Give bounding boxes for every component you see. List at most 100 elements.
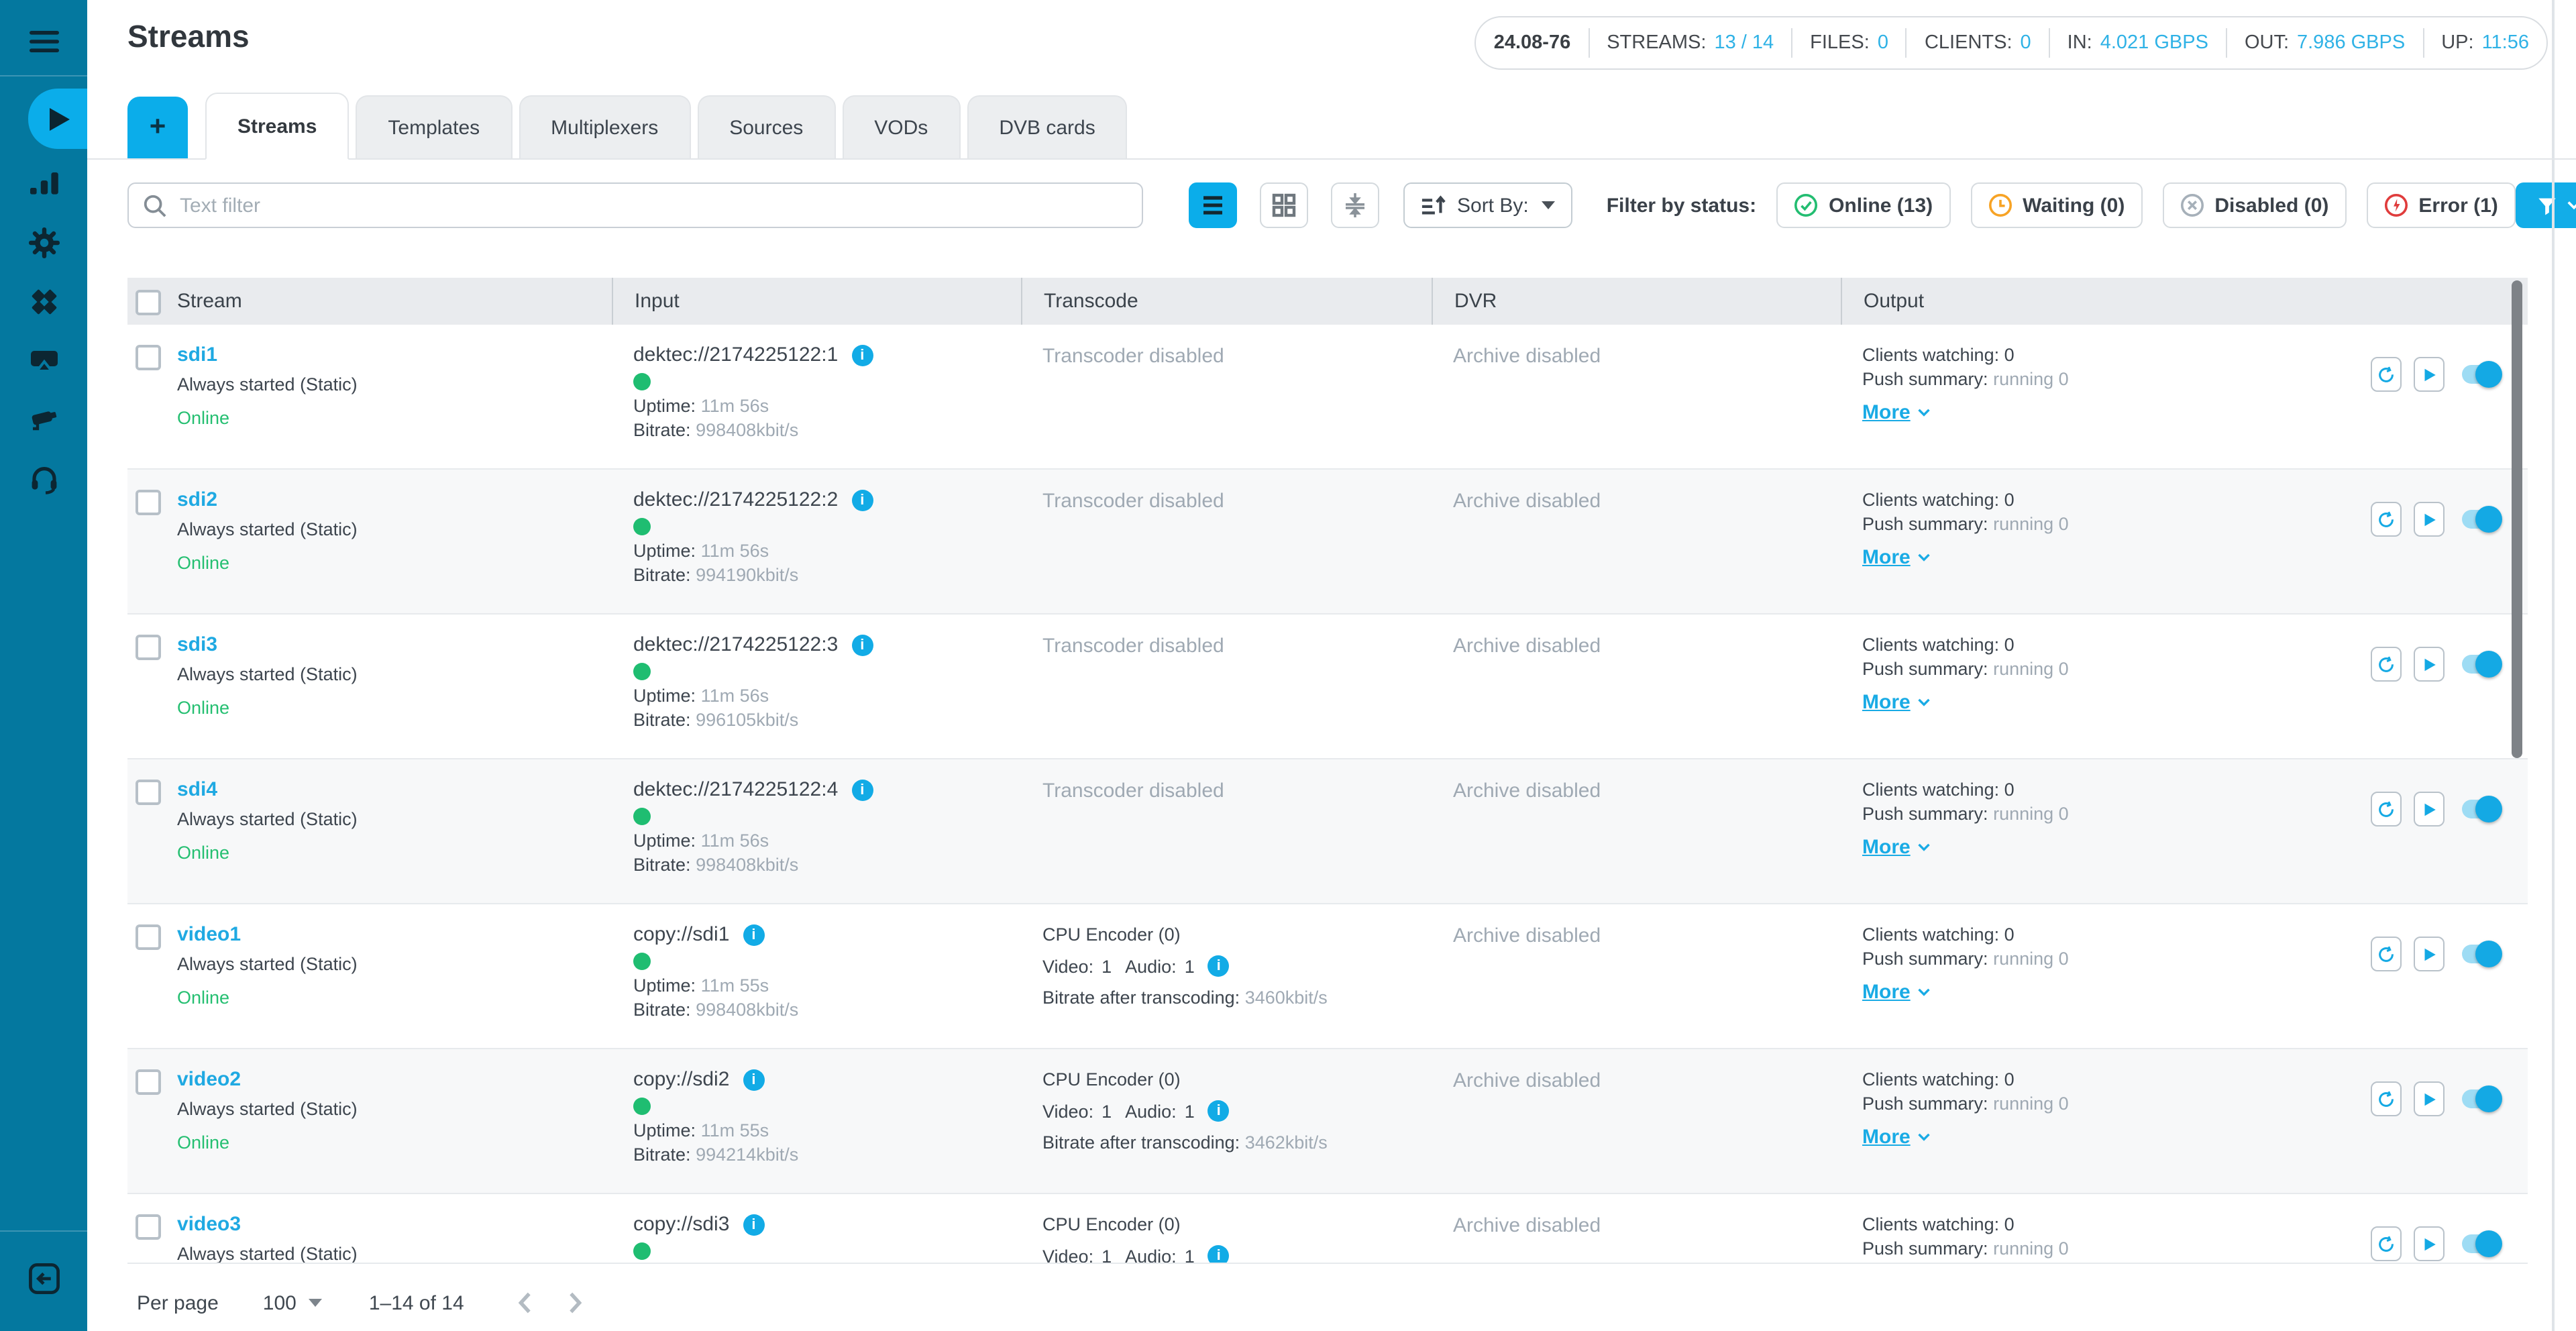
camera-icon <box>31 411 56 431</box>
sidebar-item-support[interactable] <box>0 463 87 495</box>
server-stats-bar: 24.08-76 STREAMS: 13 / 14 FILES: 0 CLIEN… <box>1474 16 2548 70</box>
advanced-filter-button[interactable] <box>2515 182 2576 228</box>
sidebar-item-mosaics[interactable] <box>0 286 87 318</box>
more-link[interactable]: More <box>1862 691 1911 714</box>
menu-toggle-button[interactable] <box>0 0 87 54</box>
list-view-icon <box>1203 196 1222 215</box>
row-checkbox[interactable] <box>136 924 161 950</box>
filter-waiting-button[interactable]: Waiting (0) <box>1970 182 2143 228</box>
stream-name-link[interactable]: sdi3 <box>177 633 218 656</box>
next-page-button[interactable] <box>566 1291 585 1315</box>
filter-online-button[interactable]: Online (13) <box>1776 182 1951 228</box>
sidebar-item-streams[interactable] <box>28 89 87 149</box>
more-link[interactable]: More <box>1862 401 1911 424</box>
chevron-down-icon <box>1918 553 1930 562</box>
stream-name-link[interactable]: video3 <box>177 1213 241 1236</box>
stream-enabled-toggle[interactable] <box>2462 941 2502 967</box>
play-stream-button[interactable] <box>2414 1226 2445 1261</box>
chevron-down-icon <box>1918 698 1930 706</box>
stream-name-link[interactable]: sdi4 <box>177 778 218 801</box>
info-icon[interactable]: i <box>851 489 873 511</box>
tab-streams[interactable]: Streams <box>205 93 350 160</box>
info-icon[interactable]: i <box>743 1214 765 1235</box>
row-checkbox[interactable] <box>136 635 161 660</box>
sidebar-item-tv[interactable] <box>0 345 87 377</box>
dvr-status: Archive disabled <box>1453 924 1601 947</box>
previous-page-button[interactable] <box>515 1291 534 1315</box>
stream-name-link[interactable]: sdi1 <box>177 343 218 366</box>
filter-disabled-button[interactable]: Disabled (0) <box>2162 182 2347 228</box>
restart-stream-button[interactable] <box>2371 792 2402 827</box>
bolt-circle-icon <box>2384 193 2408 217</box>
play-stream-button[interactable] <box>2414 502 2445 537</box>
stream-enabled-toggle[interactable] <box>2462 1230 2502 1257</box>
restart-stream-button[interactable] <box>2371 1226 2402 1261</box>
stream-name-link[interactable]: video1 <box>177 923 241 946</box>
per-page-select[interactable]: 100 <box>263 1291 322 1314</box>
input-health-dot <box>633 808 651 825</box>
play-icon <box>2424 947 2436 961</box>
more-link[interactable]: More <box>1862 1126 1911 1149</box>
list-view-button[interactable] <box>1189 182 1237 228</box>
tab-multiplexers[interactable]: Multiplexers <box>519 95 691 158</box>
more-link[interactable]: More <box>1862 836 1911 859</box>
stream-schedule: Always started (Static) <box>177 809 358 829</box>
restart-stream-button[interactable] <box>2371 502 2402 537</box>
chevron-down-icon <box>1542 201 1556 209</box>
info-icon[interactable]: i <box>851 344 873 366</box>
stream-name-link[interactable]: video2 <box>177 1068 241 1091</box>
tab-sources[interactable]: Sources <box>697 95 836 158</box>
row-checkbox[interactable] <box>136 490 161 515</box>
restart-stream-button[interactable] <box>2371 357 2402 392</box>
add-stream-tab-button[interactable]: + <box>127 97 188 158</box>
row-checkbox[interactable] <box>136 1214 161 1240</box>
info-icon[interactable]: i <box>1208 955 1230 977</box>
table-scrollbar-thumb[interactable] <box>2512 280 2522 758</box>
search-input[interactable] <box>127 182 1143 228</box>
stream-name-link[interactable]: sdi2 <box>177 488 218 511</box>
filter-error-button[interactable]: Error (1) <box>2366 182 2516 228</box>
play-stream-button[interactable] <box>2414 937 2445 971</box>
info-icon[interactable]: i <box>851 779 873 800</box>
info-icon[interactable]: i <box>851 634 873 655</box>
screen-cast-icon <box>30 351 57 372</box>
sidebar-item-statistics[interactable] <box>0 168 87 200</box>
restart-stream-button[interactable] <box>2371 647 2402 682</box>
restart-stream-button[interactable] <box>2371 1081 2402 1116</box>
more-link[interactable]: More <box>1862 981 1911 1004</box>
info-icon[interactable]: i <box>743 924 765 945</box>
info-icon[interactable]: i <box>1208 1245 1230 1263</box>
row-checkbox[interactable] <box>136 345 161 370</box>
stream-enabled-toggle[interactable] <box>2462 1085 2502 1112</box>
input-health-dot <box>633 953 651 970</box>
stat-out: OUT: 7.986 GBPS <box>2225 28 2422 58</box>
tab-vods[interactable]: VODs <box>842 95 961 158</box>
sort-by-button[interactable]: Sort By: <box>1403 182 1573 228</box>
restart-stream-button[interactable] <box>2371 937 2402 971</box>
info-icon[interactable]: i <box>743 1069 765 1090</box>
compact-view-button[interactable] <box>1331 182 1379 228</box>
sidebar-item-settings[interactable] <box>0 227 87 259</box>
stream-enabled-toggle[interactable] <box>2462 651 2502 678</box>
play-stream-button[interactable] <box>2414 1081 2445 1116</box>
table-row-video2: video2 Always started (Static) Online co… <box>127 1049 2528 1194</box>
select-all-checkbox[interactable] <box>136 289 161 315</box>
info-icon[interactable]: i <box>1208 1100 1230 1122</box>
play-stream-button[interactable] <box>2414 647 2445 682</box>
play-stream-button[interactable] <box>2414 792 2445 827</box>
stream-schedule: Always started (Static) <box>177 1244 358 1264</box>
tab-dvb-cards[interactable]: DVB cards <box>967 95 1128 158</box>
row-checkbox[interactable] <box>136 780 161 805</box>
play-stream-button[interactable] <box>2414 357 2445 392</box>
more-link[interactable]: More <box>1862 546 1911 569</box>
sidebar-item-cctv[interactable] <box>0 404 87 436</box>
tab-templates[interactable]: Templates <box>356 95 513 158</box>
hamburger-icon <box>29 31 58 52</box>
stream-enabled-toggle[interactable] <box>2462 506 2502 533</box>
row-checkbox[interactable] <box>136 1069 161 1095</box>
stream-enabled-toggle[interactable] <box>2462 361 2502 388</box>
collapse-sidebar-button[interactable] <box>0 1261 87 1296</box>
grid-view-button[interactable] <box>1260 182 1308 228</box>
stream-enabled-toggle[interactable] <box>2462 796 2502 822</box>
